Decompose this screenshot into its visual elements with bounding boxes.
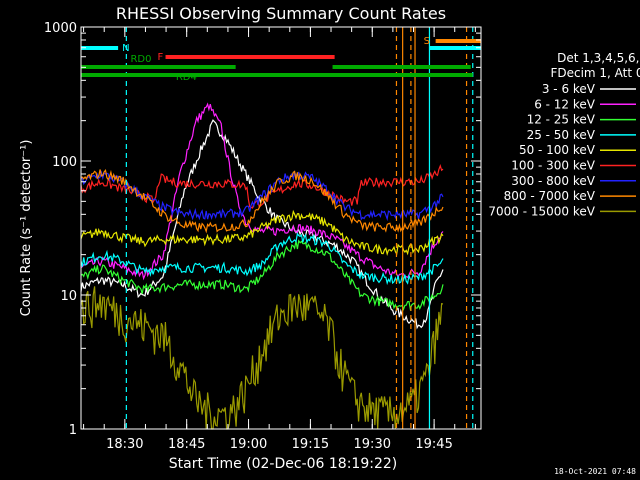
series-line-300-800-keV — [80, 170, 444, 222]
axes-layer: 1000 100 10 1 18:30 18:45 19:00 19:15 19:30 19:45 — [44, 21, 482, 452]
legend-header-line1: Det 1,3,4,5,6,9, — [557, 51, 640, 65]
status-bar-layer: N F S RD0 RD4 — [81, 36, 481, 83]
status-bar-RD0 — [332, 65, 471, 69]
series-line-7000-15000-keV — [80, 286, 444, 430]
legend-entry-label: 12 - 25 keV — [527, 113, 596, 127]
status-bar-label: S — [424, 36, 430, 47]
x-tick-label: 19:00 — [230, 437, 267, 452]
series-line-50-100-keV — [80, 209, 444, 257]
y-tick-label: 1000 — [44, 21, 77, 36]
x-tick-label: 18:30 — [106, 437, 143, 452]
x-axis-label: Start Time (02-Dec-06 18:19:22) — [169, 456, 397, 472]
legend-header-line2: FDecim 1, Att 0 — [550, 66, 640, 80]
status-bar-N — [81, 46, 119, 50]
status-bar-RD4 — [81, 73, 473, 77]
series-layer — [80, 102, 444, 430]
legend-entry-label: 800 - 7000 keV — [504, 189, 596, 203]
status-bar-label: RD4 — [176, 72, 197, 83]
footer-date: 18-Oct-2021 07:48 — [554, 467, 636, 476]
marker-layer — [125, 27, 474, 429]
x-tick-label: 18:45 — [168, 437, 205, 452]
y-tick-label: 10 — [60, 289, 77, 304]
legend-entry-label: 3 - 6 keV — [542, 82, 596, 96]
legend-entry-label: 7000 - 15000 keV — [488, 204, 595, 218]
legend-entry-label: 50 - 100 keV — [519, 143, 596, 157]
status-bar-N — [429, 46, 481, 50]
legend-entry-label: 100 - 300 keV — [511, 159, 595, 173]
status-bar-S — [435, 39, 481, 43]
chart-title: RHESSI Observing Summary Count Rates — [116, 4, 446, 23]
x-tick-label: 19:30 — [354, 437, 391, 452]
series-line-25-50-keV — [80, 232, 444, 286]
series-line-800-7000-keV — [81, 168, 444, 234]
plot-frame — [80, 26, 482, 430]
status-bar-F — [165, 55, 335, 59]
x-tick-label: 19:15 — [292, 437, 329, 452]
series-line-12-25-keV — [80, 239, 444, 312]
series-line-6-12-keV — [80, 102, 444, 281]
legend-entry-label: 25 - 50 keV — [527, 128, 596, 142]
status-bar-label: F — [158, 52, 164, 63]
y-axis-label: Count Rate (s⁻¹ detector⁻¹) — [19, 140, 34, 317]
y-tick-label: 100 — [52, 155, 77, 170]
x-tick-label: 19:45 — [415, 437, 452, 452]
legend-entry-label: 6 - 12 keV — [534, 97, 596, 111]
status-bar-RD0 — [81, 65, 236, 69]
series-line-100-300-keV — [80, 163, 444, 209]
legend-entry-label: 300 - 800 keV — [511, 174, 595, 188]
status-bar-label: N — [122, 43, 129, 54]
status-bar-label: RD0 — [130, 54, 151, 65]
y-tick-label: 1 — [69, 423, 77, 438]
